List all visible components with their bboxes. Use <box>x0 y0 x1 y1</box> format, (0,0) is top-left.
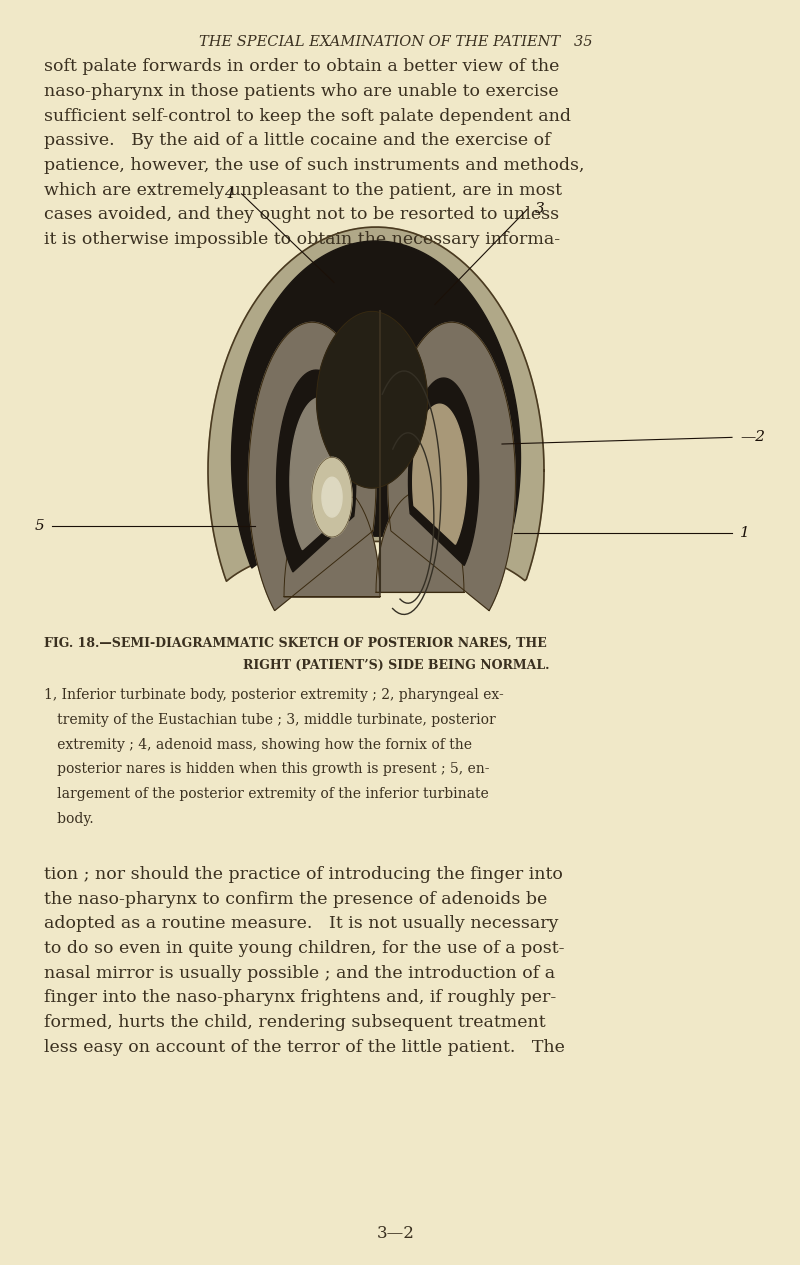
Text: 5: 5 <box>34 519 44 533</box>
Polygon shape <box>317 311 427 488</box>
Text: 3—2: 3—2 <box>377 1226 415 1242</box>
Polygon shape <box>413 405 466 544</box>
Polygon shape <box>248 323 376 611</box>
Text: body.: body. <box>44 812 94 826</box>
Text: FIG. 18.—SEMI-DIAGRAMMATIC SKETCH OF POSTERIOR NARES, THE: FIG. 18.—SEMI-DIAGRAMMATIC SKETCH OF POS… <box>44 636 546 650</box>
Text: largement of the posterior extremity of the inferior turbinate: largement of the posterior extremity of … <box>44 787 489 801</box>
Polygon shape <box>409 378 478 565</box>
Polygon shape <box>376 491 464 592</box>
Polygon shape <box>312 458 352 536</box>
Text: 1, Inferior turbinate body, posterior extremity ; 2, pharyngeal ex-: 1, Inferior turbinate body, posterior ex… <box>44 688 504 702</box>
Text: naso-pharynx in those patients who are unable to exercise: naso-pharynx in those patients who are u… <box>44 83 558 100</box>
Text: 4: 4 <box>224 187 234 201</box>
Text: less easy on account of the terror of the little patient.   The: less easy on account of the terror of th… <box>44 1039 565 1056</box>
Text: posterior nares is hidden when this growth is present ; 5, en-: posterior nares is hidden when this grow… <box>44 763 490 777</box>
Polygon shape <box>322 477 342 517</box>
Polygon shape <box>290 397 350 550</box>
Text: sufficient self-control to keep the soft palate dependent and: sufficient self-control to keep the soft… <box>44 108 571 124</box>
Polygon shape <box>284 483 380 597</box>
Text: to do so even in quite young children, for the use of a post-: to do so even in quite young children, f… <box>44 940 565 958</box>
Text: THE SPECIAL EXAMINATION OF THE PATIENT   35: THE SPECIAL EXAMINATION OF THE PATIENT 3… <box>199 35 593 49</box>
Text: formed, hurts the child, rendering subsequent treatment: formed, hurts the child, rendering subse… <box>44 1015 546 1031</box>
Polygon shape <box>277 371 356 572</box>
Polygon shape <box>208 228 544 581</box>
Text: tremity of the Eustachian tube ; 3, middle turbinate, posterior: tremity of the Eustachian tube ; 3, midd… <box>44 713 496 727</box>
Text: the naso-pharynx to confirm the presence of adenoids be: the naso-pharynx to confirm the presence… <box>44 891 547 908</box>
Text: finger into the naso-pharynx frightens and, if roughly per-: finger into the naso-pharynx frightens a… <box>44 989 556 1007</box>
Polygon shape <box>231 242 521 568</box>
Text: nasal mirror is usually possible ; and the introduction of a: nasal mirror is usually possible ; and t… <box>44 965 555 982</box>
Text: which are extremely unpleasant to the patient, are in most: which are extremely unpleasant to the pa… <box>44 182 562 199</box>
Text: tion ; nor should the practice of introducing the finger into: tion ; nor should the practice of introd… <box>44 867 563 883</box>
Text: RIGHT (PATIENT’S) SIDE BEING NORMAL.: RIGHT (PATIENT’S) SIDE BEING NORMAL. <box>242 659 550 672</box>
Text: soft palate forwards in order to obtain a better view of the: soft palate forwards in order to obtain … <box>44 58 559 75</box>
Text: passive.   By the aid of a little cocaine and the exercise of: passive. By the aid of a little cocaine … <box>44 133 550 149</box>
Text: —2: —2 <box>740 430 765 444</box>
Text: 1: 1 <box>740 525 750 540</box>
Text: cases avoided, and they ought not to be resorted to unless: cases avoided, and they ought not to be … <box>44 206 559 223</box>
Text: patience, however, the use of such instruments and methods,: patience, however, the use of such instr… <box>44 157 585 173</box>
Text: it is otherwise impossible to obtain the necessary informa-: it is otherwise impossible to obtain the… <box>44 231 560 248</box>
Text: 3: 3 <box>535 202 545 216</box>
Text: extremity ; 4, adenoid mass, showing how the fornix of the: extremity ; 4, adenoid mass, showing how… <box>44 737 472 751</box>
Polygon shape <box>388 323 515 611</box>
Text: adopted as a routine measure.   It is not usually necessary: adopted as a routine measure. It is not … <box>44 916 558 932</box>
